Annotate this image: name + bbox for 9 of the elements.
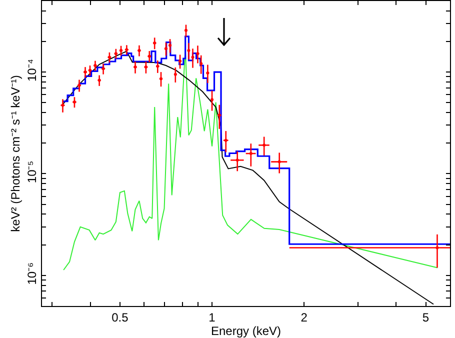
x-axis-title: Energy (keV) [210,324,282,338]
y-tick-label: 10⁻⁶ [25,262,40,285]
x-tick-label: 1 [208,310,216,324]
x-tick-label: 0.5 [112,310,129,324]
x-tick-label: 5 [422,310,430,324]
x-tick-label: 2 [300,310,308,324]
y-axis-title: keV² (Photons cm⁻² s⁻¹ keV⁻¹) [8,75,22,232]
y-tick-label: 10⁻⁵ [25,160,40,184]
y-tick-label: 10⁻⁴ [25,59,40,82]
